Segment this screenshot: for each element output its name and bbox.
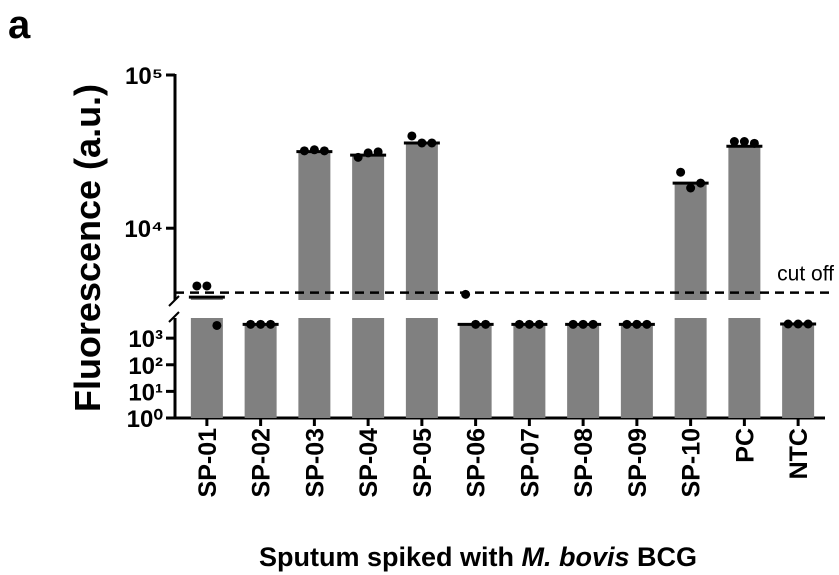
axis-break — [168, 295, 180, 307]
x-tick-label: SP-01 — [194, 428, 222, 498]
y-tick-label: 10¹ — [128, 379, 163, 406]
replicate-point — [353, 152, 363, 162]
bar — [459, 324, 492, 418]
x-tick-label: SP-09 — [624, 428, 652, 497]
y-tick-label: 10² — [128, 353, 163, 380]
bar — [298, 151, 331, 300]
replicate-point — [309, 145, 319, 155]
bar — [352, 155, 385, 300]
replicate-point — [534, 319, 544, 329]
bar — [352, 318, 385, 418]
replicate-point — [568, 319, 578, 329]
replicate-point — [739, 137, 749, 147]
x-tick-label: SP-03 — [301, 428, 329, 497]
x-tick-label: SP-06 — [463, 428, 491, 497]
replicate-point — [729, 137, 739, 147]
bar — [728, 146, 761, 300]
replicate-point — [481, 319, 491, 329]
replicate-point — [686, 183, 696, 193]
x-tick-label: SP-02 — [248, 428, 276, 497]
axis-break — [168, 311, 180, 323]
bar — [298, 318, 331, 418]
replicate-point — [256, 319, 266, 329]
y-tick-label: 10³ — [128, 326, 163, 353]
replicate-point — [192, 281, 202, 291]
bar — [405, 142, 438, 300]
replicate-point — [212, 320, 222, 330]
replicate-point — [749, 138, 759, 148]
replicate-point — [363, 148, 373, 158]
x-tick-label: SP-07 — [516, 428, 544, 497]
y-tick-label: 10⁰ — [127, 406, 164, 433]
x-label-part: BCG — [630, 542, 698, 572]
replicate-point — [202, 281, 212, 291]
x-label-part: M. bovis — [522, 542, 630, 572]
replicate-point — [407, 131, 417, 141]
x-tick-label: SP-05 — [409, 428, 437, 498]
replicate-point — [696, 178, 706, 188]
replicate-point — [803, 319, 813, 329]
replicate-point — [471, 319, 481, 329]
x-tick-label: NTC — [785, 428, 813, 479]
replicate-point — [299, 146, 309, 156]
replicate-point — [578, 319, 588, 329]
replicate-point — [642, 319, 652, 329]
bar — [782, 324, 815, 418]
replicate-point — [524, 319, 534, 329]
bar — [674, 183, 707, 300]
replicate-point — [266, 319, 276, 329]
y-tick-label: 10⁵ — [125, 63, 163, 90]
bar — [405, 318, 438, 418]
bar — [244, 324, 277, 418]
replicate-point — [246, 319, 256, 329]
panel-label: a — [8, 3, 31, 47]
x-axis-label: Sputum spiked with M. bovis BCG — [259, 542, 697, 572]
replicate-point — [632, 319, 642, 329]
replicate-point — [783, 319, 793, 329]
bar — [728, 318, 761, 418]
replicate-point — [793, 319, 803, 329]
replicate-point — [676, 167, 686, 177]
replicate-point — [514, 319, 524, 329]
replicate-point — [622, 319, 632, 329]
x-tick-label: SP-08 — [570, 428, 598, 498]
cutoff-label: cut off — [777, 263, 834, 286]
replicate-point — [319, 146, 329, 156]
bar — [513, 324, 546, 418]
x-tick-label: SP-10 — [678, 428, 706, 497]
replicate-point — [417, 138, 427, 148]
x-label-part: Sputum spiked with — [259, 542, 522, 572]
x-tick-label: SP-04 — [355, 428, 383, 498]
x-tick-label: PC — [731, 428, 759, 463]
replicate-point — [461, 289, 471, 299]
replicate-point — [427, 138, 437, 148]
replicate-point — [373, 147, 383, 157]
bar — [674, 318, 707, 418]
y-axis-label: Fluorescence (a.u.) — [67, 84, 108, 412]
replicate-point — [588, 319, 598, 329]
y-tick-label: 10⁴ — [124, 216, 163, 243]
bar — [190, 318, 223, 418]
bar — [567, 324, 600, 418]
bar — [620, 324, 653, 418]
